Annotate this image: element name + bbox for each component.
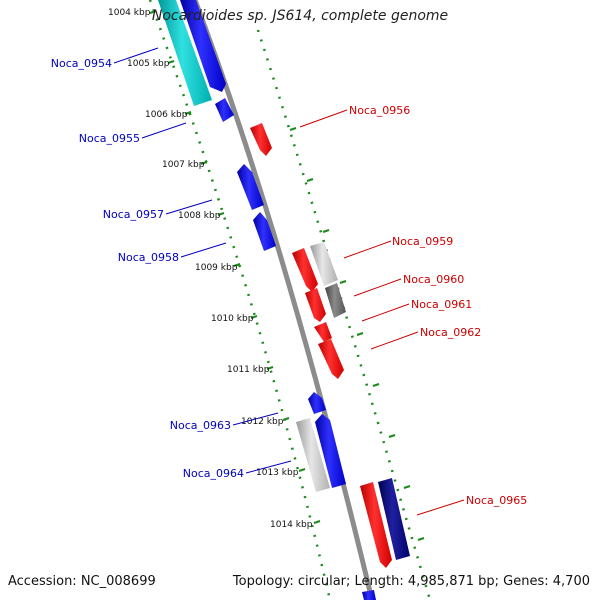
feature-bar-0957: [237, 164, 264, 210]
feature-bar-0954: [180, 0, 226, 92]
feature-bar-0964: [315, 414, 346, 488]
gene-label-noca-0958[interactable]: Noca_0958: [118, 251, 179, 264]
feature-bar-darkgrey: [325, 283, 346, 318]
leader-lines-forward: [113, 47, 292, 474]
feature-bar-0965-red: [360, 482, 392, 568]
tick-label: 1013 kbp: [256, 468, 299, 478]
feature-bar-cyan: [158, 0, 212, 106]
tick-track-left: [148, 0, 332, 600]
feature-bar-grey-2: [296, 418, 330, 492]
tick-track-right: [256, 29, 432, 600]
feature-bar-0963: [308, 392, 326, 414]
tick-label: 1008 kbp: [178, 211, 221, 221]
tick-labels: 1004 kbp 1005 kbp 1006 kbp 1007 kbp 1008…: [108, 8, 313, 530]
gene-label-noca-0960[interactable]: Noca_0960: [403, 273, 464, 286]
feature-bar-0961: [314, 322, 332, 342]
feature-bar-0958: [253, 212, 276, 251]
gene-label-noca-0959[interactable]: Noca_0959: [392, 235, 453, 248]
major-ticks-right: [289, 127, 425, 541]
gene-label-noca-0963[interactable]: Noca_0963: [170, 419, 231, 432]
tick-label: 1014 kbp: [270, 520, 313, 530]
genomic-features: [158, 0, 410, 600]
feature-bar-0956: [250, 123, 272, 156]
tick-label: 1012 kbp: [241, 417, 284, 427]
tick-label: 1005 kbp: [127, 59, 170, 69]
gene-label-noca-0962[interactable]: Noca_0962: [420, 326, 481, 339]
tick-label: 1011 kbp: [227, 365, 270, 375]
feature-bar-0962: [318, 339, 344, 379]
gene-label-noca-0964[interactable]: Noca_0964: [183, 467, 244, 480]
tick-label: 1007 kbp: [162, 160, 205, 170]
tick-label: 1004 kbp: [108, 8, 151, 18]
gene-labels: Noca_0954 Noca_0955 Noca_0956 Noca_0957 …: [51, 57, 528, 507]
feature-bar-grey: [310, 242, 338, 286]
genome-summary-text: Topology: circular; Length: 4,985,871 bp…: [232, 574, 590, 589]
gene-label-noca-0965[interactable]: Noca_0965: [466, 494, 527, 507]
gene-label-noca-0956[interactable]: Noca_0956: [349, 104, 410, 117]
accession-text: Accession: NC_008699: [8, 574, 156, 589]
tick-label: 1009 kbp: [195, 263, 238, 273]
tick-label: 1006 kbp: [145, 110, 188, 120]
feature-bar-bottom: [362, 590, 376, 600]
genome-title: Nocardioides sp. JS614, complete genome: [151, 8, 449, 24]
tick-label: 1010 kbp: [211, 314, 254, 324]
feature-bar-0965-navy: [378, 478, 410, 560]
gene-label-noca-0957[interactable]: Noca_0957: [103, 208, 164, 221]
major-ticks-left: [149, 10, 321, 524]
feature-bar-0959: [292, 248, 318, 292]
feature-bar-0960: [305, 288, 326, 322]
gene-label-noca-0961[interactable]: Noca_0961: [411, 298, 472, 311]
leader-lines-reverse: [299, 109, 465, 516]
gene-label-noca-0955[interactable]: Noca_0955: [79, 132, 140, 145]
gene-label-noca-0954[interactable]: Noca_0954: [51, 57, 112, 70]
feature-bar-0955: [215, 98, 234, 122]
